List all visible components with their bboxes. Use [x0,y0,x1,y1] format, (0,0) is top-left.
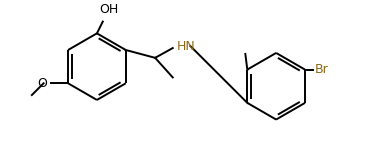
Text: O: O [38,77,47,90]
Text: HN: HN [177,40,196,53]
Text: OH: OH [99,3,118,16]
Text: Br: Br [315,63,329,76]
